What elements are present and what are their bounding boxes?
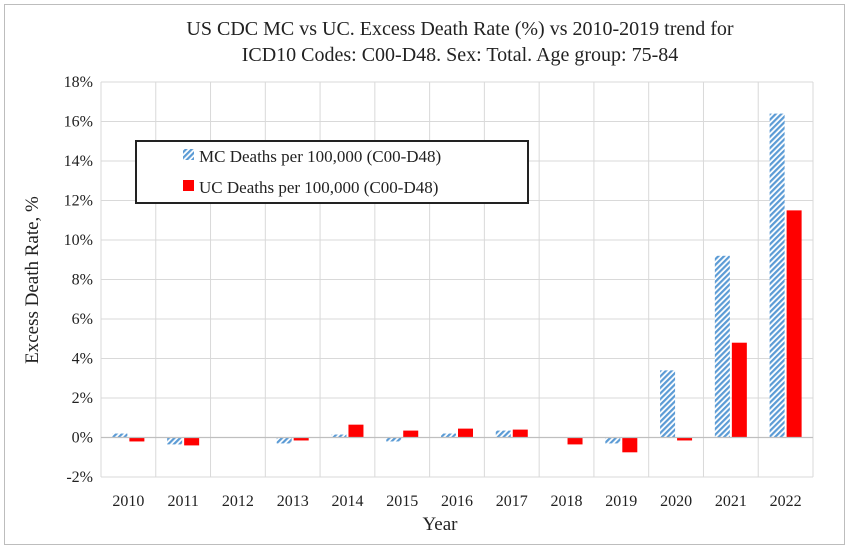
legend-box bbox=[135, 140, 529, 204]
bar-uc-2014 bbox=[348, 424, 364, 438]
y-tick-label: 14% bbox=[64, 153, 93, 170]
chart-title-line-2: ICD10 Codes: C00-D48. Sex: Total. Age gr… bbox=[242, 44, 679, 66]
x-tick-label: 2012 bbox=[222, 493, 254, 510]
bar-mc-2022 bbox=[769, 113, 785, 438]
bar-mc-2010 bbox=[112, 433, 128, 438]
x-tick-label: 2018 bbox=[551, 493, 583, 510]
bar-uc-2021 bbox=[731, 342, 747, 438]
legend-label-mc: MC Deaths per 100,000 (C00-D48) bbox=[199, 147, 441, 166]
x-tick-label: 2020 bbox=[660, 493, 692, 510]
y-tick-label: 6% bbox=[72, 311, 93, 328]
legend-swatch-mc bbox=[183, 149, 194, 160]
legend: MC Deaths per 100,000 (C00-D48) UC Death… bbox=[135, 140, 529, 204]
bar-mc-2011 bbox=[167, 437, 183, 445]
bar-uc-2017 bbox=[512, 429, 528, 438]
tick-labels: -2% 0% 2% 4% 6% 8% 10% 12% 14% 16% 18% 2010 2011 2012… bbox=[64, 74, 802, 510]
y-axis-title: Excess Death Rate, % bbox=[22, 196, 43, 364]
bar-uc-2020 bbox=[677, 437, 693, 441]
bar-uc-2013 bbox=[293, 437, 309, 441]
y-tick-label: 0% bbox=[72, 430, 93, 447]
y-tick-label: 4% bbox=[72, 351, 93, 368]
x-tick-label: 2015 bbox=[386, 493, 418, 510]
bars bbox=[112, 113, 802, 453]
y-tick-label: 8% bbox=[72, 272, 93, 289]
legend-swatch-uc bbox=[183, 180, 194, 191]
x-tick-label: 2011 bbox=[167, 493, 198, 510]
bar-mc-2017 bbox=[495, 430, 511, 438]
x-tick-label: 2022 bbox=[770, 493, 802, 510]
chart-title-line-1: US CDC MC vs UC. Excess Death Rate (%) v… bbox=[186, 18, 733, 40]
y-tick-label: 10% bbox=[64, 232, 93, 249]
bar-mc-2021 bbox=[714, 255, 730, 438]
chart-frame bbox=[4, 4, 845, 545]
bar-uc-2016 bbox=[458, 428, 473, 438]
y-tick-label: -2% bbox=[66, 469, 93, 486]
y-tick-label: 12% bbox=[64, 193, 93, 210]
y-tick-label: 18% bbox=[64, 74, 93, 91]
y-tick-label: 2% bbox=[72, 390, 93, 407]
bar-mc-2020 bbox=[660, 370, 676, 438]
x-tick-label: 2019 bbox=[605, 493, 637, 510]
bar-mc-2014 bbox=[331, 434, 347, 438]
x-axis-title: Year bbox=[422, 514, 458, 535]
legend-label-uc: UC Deaths per 100,000 (C00-D48) bbox=[199, 178, 438, 197]
bar-uc-2011 bbox=[184, 437, 200, 446]
bar-uc-2018 bbox=[567, 437, 583, 445]
x-tick-label: 2010 bbox=[112, 493, 144, 510]
bar-mc-2016 bbox=[441, 433, 456, 438]
y-tick-label: 16% bbox=[64, 114, 93, 131]
bar-uc-2019 bbox=[622, 437, 638, 453]
bar-uc-2015 bbox=[403, 430, 419, 438]
x-tick-label: 2017 bbox=[496, 493, 528, 510]
bar-uc-2010 bbox=[129, 437, 145, 442]
x-tick-label: 2013 bbox=[277, 493, 309, 510]
bar-mc-2013 bbox=[276, 437, 292, 444]
bar-mc-2019 bbox=[605, 437, 621, 444]
x-tick-label: 2014 bbox=[331, 493, 363, 510]
x-tick-label: 2016 bbox=[441, 493, 473, 510]
x-tick-label: 2021 bbox=[715, 493, 747, 510]
bar-mc-2015 bbox=[386, 437, 402, 442]
bar-uc-2022 bbox=[786, 210, 802, 438]
